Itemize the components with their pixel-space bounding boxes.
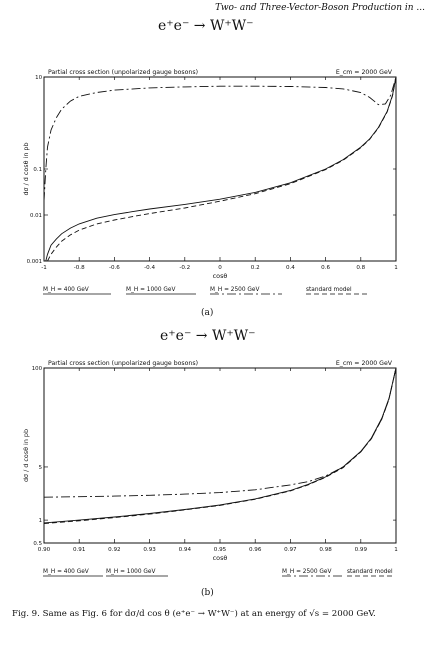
legend-label: standard model <box>306 287 352 293</box>
x-axis-label: cosθ <box>213 554 228 562</box>
y-tick-label: 0.5 <box>33 541 42 547</box>
legend-label: M_H = 2500 GeV <box>210 287 259 293</box>
x-tick-label: 1 <box>394 265 398 271</box>
chart-title: Partial cross section (unpolarized gauge… <box>48 360 198 367</box>
y-tick-label: 0.001 <box>27 259 42 265</box>
panel-label-b: (b) <box>201 588 214 598</box>
x-tick-label: -0.2 <box>179 265 190 271</box>
y-axis-label: dσ / d cosθ in pb <box>22 142 30 195</box>
chart-title: Partial cross section (unpolarized gauge… <box>48 69 198 76</box>
x-tick-label: 0.97 <box>284 547 297 553</box>
legend-label: M_H = 1000 GeV <box>106 569 155 575</box>
energy-label: E_cm = 2000 GeV <box>336 69 393 76</box>
energy-label: E_cm = 2000 GeV <box>336 360 393 367</box>
y-tick-label: 10 <box>35 75 42 81</box>
y-axis-label: dσ / d cosθ in pb <box>22 429 30 482</box>
figure-caption: Fig. 9. Same as Fig. 6 for dσ/d cos θ (e… <box>12 609 376 619</box>
legend-label: M_H = 2500 GeV <box>282 569 331 575</box>
x-tick-label: 0.96 <box>249 547 262 553</box>
series-line-dashed <box>47 76 397 262</box>
x-tick-label: -0.4 <box>144 265 155 271</box>
series-line-solid <box>43 367 397 524</box>
series-line-dashdot <box>43 367 397 498</box>
chart-b: Partial cross section (unpolarized gauge… <box>22 360 398 577</box>
x-tick-label: 0.90 <box>38 547 51 553</box>
x-tick-label: 0.6 <box>321 265 330 271</box>
y-tick-label: 0.1 <box>33 167 42 173</box>
y-tick-label: 1 <box>39 518 42 524</box>
chart-a: Partial cross section (unpolarized gauge… <box>22 69 398 295</box>
y-tick-label: 100 <box>32 366 43 372</box>
x-tick-label: 0.99 <box>355 547 368 553</box>
plot-frame <box>43 76 397 262</box>
reaction-label-b: e⁺e⁻ → W⁺W⁻ <box>160 328 256 344</box>
series-line-solid <box>45 76 397 262</box>
x-tick-label: 0.98 <box>319 547 332 553</box>
series-line-dashed <box>43 367 397 525</box>
x-tick-label: 0.95 <box>214 547 227 553</box>
running-header: Two- and Three-Vector-Boson Production i… <box>215 3 425 13</box>
x-tick-label: 0.93 <box>143 547 156 553</box>
reaction-label-a: e⁺e⁻ → W⁺W⁻ <box>158 18 254 34</box>
x-tick-label: -0.6 <box>109 265 120 271</box>
x-tick-label: 0.4 <box>286 265 295 271</box>
legend-label: M_H = 400 GeV <box>43 287 89 293</box>
legend-label: standard model <box>347 569 393 575</box>
x-tick-label: 0.94 <box>179 547 192 553</box>
x-tick-label: 0.2 <box>251 265 260 271</box>
plot-frame <box>43 367 397 544</box>
panel-label-a: (a) <box>201 308 214 318</box>
x-tick-label: 0.92 <box>108 547 120 553</box>
y-tick-label: 0.01 <box>30 213 42 219</box>
series-line-dashdot <box>43 76 397 202</box>
x-tick-label: 0.8 <box>356 265 365 271</box>
x-tick-label: 0.91 <box>73 547 86 553</box>
x-tick-label: -0.8 <box>74 265 85 271</box>
legend-label: M_H = 400 GeV <box>43 569 89 575</box>
y-tick-label: 5 <box>39 465 42 471</box>
x-tick-label: 1 <box>394 547 398 553</box>
x-tick-label: -1 <box>41 265 47 271</box>
x-tick-label: 0 <box>218 265 222 271</box>
x-axis-label: cosθ <box>213 272 228 280</box>
legend-label: M_H = 1000 GeV <box>126 287 175 293</box>
